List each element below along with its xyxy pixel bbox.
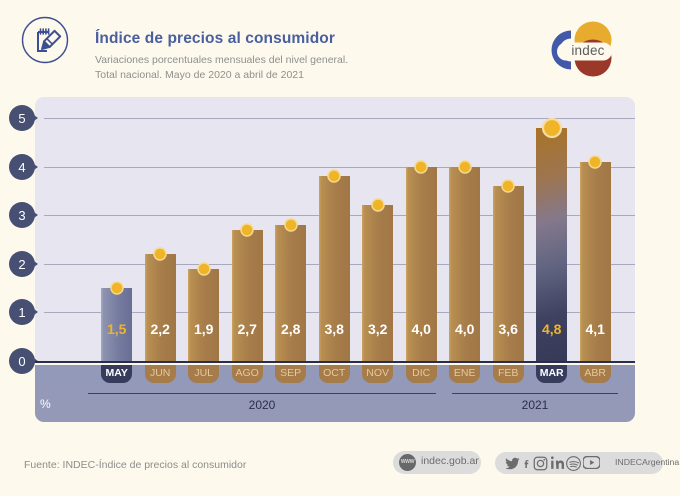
svg-text:indec: indec	[571, 43, 604, 58]
svg-text:2: 2	[18, 257, 25, 272]
svg-text:0: 0	[18, 354, 25, 369]
svg-text:4: 4	[18, 160, 25, 175]
svg-text:5: 5	[18, 111, 25, 126]
svg-text:1: 1	[18, 305, 25, 320]
svg-text:3: 3	[18, 208, 25, 223]
